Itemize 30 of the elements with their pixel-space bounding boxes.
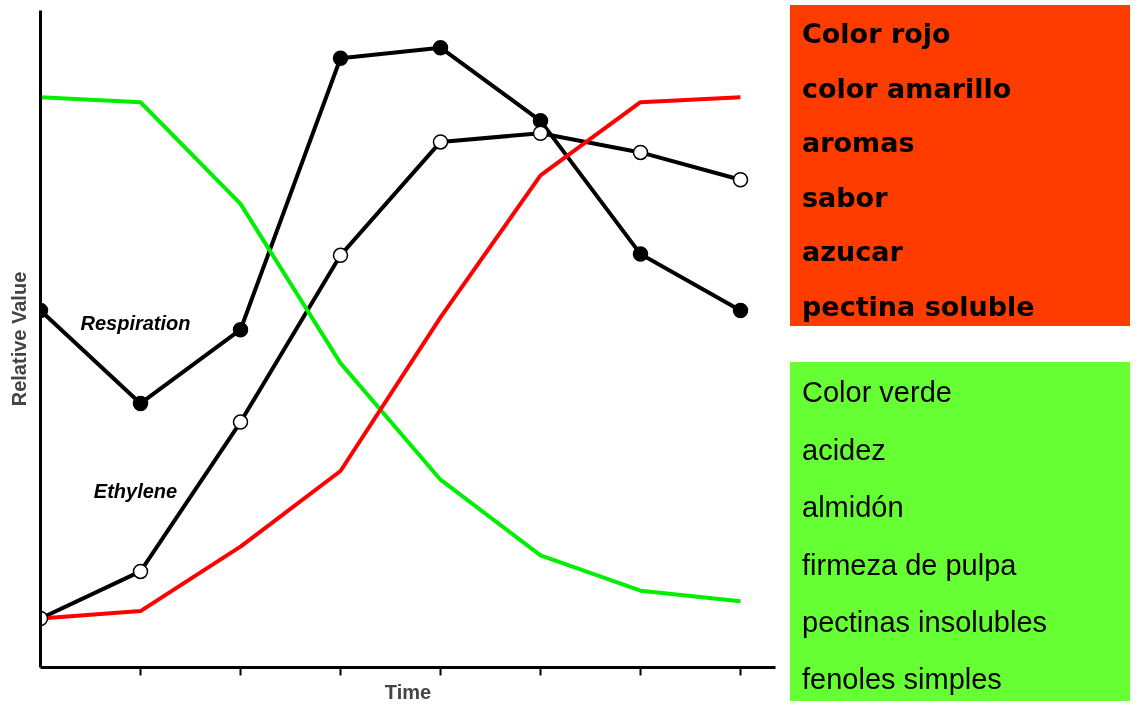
point [432, 39, 449, 56]
text: pectinas insolubles [802, 605, 1049, 641]
point [632, 144, 649, 161]
point [632, 246, 649, 262]
point [732, 171, 749, 188]
text: acidez [802, 432, 887, 468]
text: color amarillo [802, 71, 1013, 106]
point [532, 125, 549, 141]
point [132, 563, 149, 580]
series-label: Ethylene [93, 479, 178, 502]
point [732, 302, 749, 319]
text: azucar [802, 235, 904, 270]
text: Color rojo [802, 17, 952, 51]
point [332, 50, 349, 66]
text: Color verde [802, 375, 953, 411]
text: fenoles simples [802, 662, 1003, 698]
text: firmeza de pulpa [802, 547, 1018, 583]
point [232, 321, 249, 338]
text: almidón [802, 490, 905, 526]
text: pectina soluble [802, 289, 1036, 324]
series-label: Respiration [80, 311, 191, 334]
point [532, 113, 549, 129]
x-axis-title: Time [384, 680, 432, 703]
text: aromas [802, 126, 916, 161]
y-axis-title: Relative Value [7, 271, 30, 407]
point [432, 134, 449, 150]
point [232, 414, 249, 430]
text: sabor [802, 180, 889, 215]
point [332, 247, 349, 264]
point [132, 395, 149, 412]
